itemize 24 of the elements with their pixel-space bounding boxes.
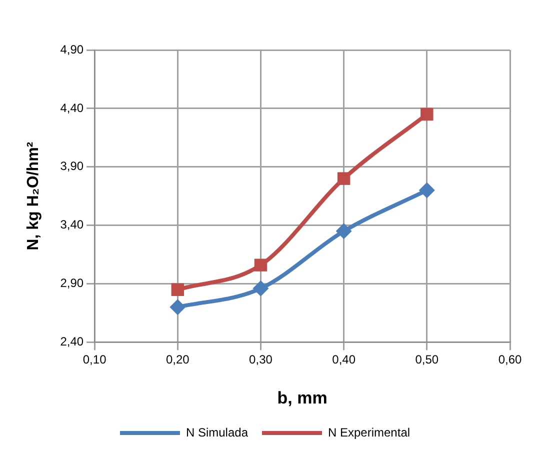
x-tick-label: 0,30	[249, 352, 273, 367]
y-tick-label: 3,90	[60, 159, 84, 174]
y-tick-label: 3,40	[60, 218, 84, 232]
y-tick-label: 4,90	[60, 42, 84, 56]
x-tick-label: 0,50	[415, 352, 439, 367]
y-tick-label: 4,40	[60, 100, 84, 115]
x-tick-label: 0,10	[82, 352, 107, 367]
legend-label: N Experimental	[328, 425, 410, 440]
y-tick-label: 2,90	[60, 276, 84, 290]
point	[336, 223, 352, 240]
x-tick-label: 0,60	[498, 352, 522, 367]
y-tick-label: 2,40	[60, 334, 84, 349]
x-axis-title: b, mm	[277, 388, 328, 408]
point	[420, 108, 434, 121]
point	[170, 299, 186, 316]
x-tick-label: 0,20	[166, 352, 190, 367]
point	[337, 172, 350, 185]
y-axis-title: N, kg H₂O/hm²	[25, 142, 42, 250]
point	[171, 283, 184, 296]
point	[252, 280, 269, 296]
point	[418, 182, 435, 198]
legend-label: N Simulada	[186, 425, 248, 440]
point	[254, 258, 268, 272]
x-tick-label: 0,40	[332, 352, 356, 367]
